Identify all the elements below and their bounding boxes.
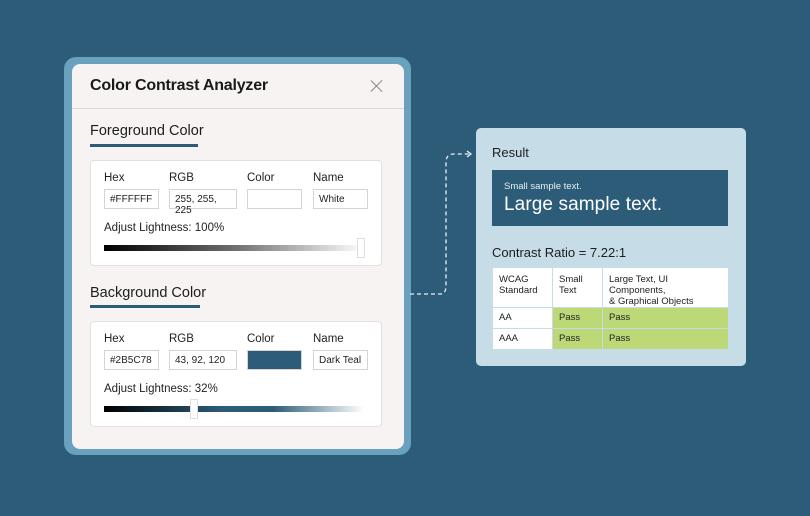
table-row: AA Pass Pass (492, 307, 729, 329)
header-line: Text (559, 285, 577, 296)
background-rgb-input[interactable]: 43, 92, 120 (169, 350, 237, 370)
sample-small-text: Small sample text. (504, 181, 582, 192)
foreground-name-input[interactable]: White (313, 189, 368, 209)
row-large-text-result: Pass (602, 328, 729, 350)
foreground-section-title: Foreground Color (90, 123, 204, 139)
header-small-text: Small Text (552, 267, 603, 308)
background-name-input[interactable]: Dark Teal (313, 350, 368, 370)
background-name-label: Name (313, 333, 344, 345)
background-lightness-label: Adjust Lightness: 32% (104, 383, 218, 395)
result-title: Result (492, 145, 529, 160)
background-rgb-label: RGB (169, 333, 194, 345)
header-line: WCAG (499, 274, 529, 285)
foreground-name-label: Name (313, 172, 344, 184)
result-panel: Result Small sample text. Large sample t… (476, 128, 746, 366)
table-header-row: WCAG Standard Small Text Large Text, UI … (492, 267, 729, 308)
connector-arrow-icon (410, 150, 473, 295)
foreground-section-underline (90, 144, 198, 147)
foreground-hex-input[interactable]: #FFFFFF (104, 189, 159, 209)
header-line: Standard (499, 285, 538, 296)
row-standard: AAA (492, 328, 553, 350)
foreground-rgb-input[interactable]: 255, 255, 225 (169, 189, 237, 216)
row-large-text-result: Pass (602, 307, 729, 329)
dialog-title: Color Contrast Analyzer (90, 77, 268, 94)
background-section-title: Background Color (90, 285, 207, 301)
color-contrast-dialog: Color Contrast Analyzer Foreground Color… (72, 64, 404, 449)
row-small-text-result: Pass (552, 307, 603, 329)
foreground-card: Hex RGB Color Name #FFFFFF 255, 255, 225… (90, 160, 382, 266)
background-lightness-slider[interactable] (104, 406, 364, 412)
header-line: Small (559, 274, 583, 285)
header-line: Large Text, UI Components, (609, 274, 668, 296)
wcag-results-table: WCAG Standard Small Text Large Text, UI … (492, 267, 729, 350)
background-hex-label: Hex (104, 333, 125, 345)
background-lightness-thumb[interactable] (190, 399, 198, 419)
foreground-lightness-slider[interactable] (104, 245, 364, 251)
row-small-text-result: Pass (552, 328, 603, 350)
sample-large-text: Large sample text. (504, 194, 663, 215)
header-line: & Graphical Objects (609, 296, 694, 307)
foreground-color-label: Color (247, 172, 275, 184)
background-color-swatch[interactable] (247, 350, 302, 370)
background-color-label: Color (247, 333, 275, 345)
background-section-underline (90, 305, 200, 308)
table-row: AAA Pass Pass (492, 328, 729, 350)
sample-preview: Small sample text. Large sample text. (492, 170, 728, 226)
header-large-text: Large Text, UI Components, & Graphical O… (602, 267, 729, 308)
foreground-lightness-label: Adjust Lightness: 100% (104, 222, 225, 234)
contrast-ratio: Contrast Ratio = 7.22:1 (492, 245, 627, 260)
dialog-header: Color Contrast Analyzer (72, 64, 404, 109)
foreground-rgb-label: RGB (169, 172, 194, 184)
background-hex-input[interactable]: #2B5C78 (104, 350, 159, 370)
row-standard: AA (492, 307, 553, 329)
close-icon[interactable] (370, 79, 384, 93)
header-wcag-standard: WCAG Standard (492, 267, 553, 308)
foreground-hex-label: Hex (104, 172, 125, 184)
background-card: Hex RGB Color Name #2B5C78 43, 92, 120 D… (90, 321, 382, 427)
foreground-lightness-thumb[interactable] (357, 238, 365, 258)
foreground-color-swatch[interactable] (247, 189, 302, 209)
